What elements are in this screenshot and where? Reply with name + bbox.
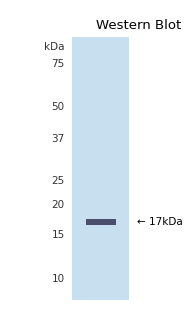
Bar: [86, 219, 116, 225]
Text: 15: 15: [51, 231, 65, 240]
Text: 75: 75: [51, 59, 65, 69]
Bar: [72, 37, 129, 300]
Text: 37: 37: [51, 134, 65, 144]
Text: 25: 25: [51, 176, 65, 186]
Text: 50: 50: [51, 102, 65, 112]
Text: ← 17kDa: ← 17kDa: [137, 217, 183, 227]
Text: 10: 10: [51, 273, 65, 284]
Text: kDa: kDa: [44, 42, 65, 52]
Text: Western Blot: Western Blot: [96, 19, 181, 32]
Text: 20: 20: [51, 200, 65, 210]
